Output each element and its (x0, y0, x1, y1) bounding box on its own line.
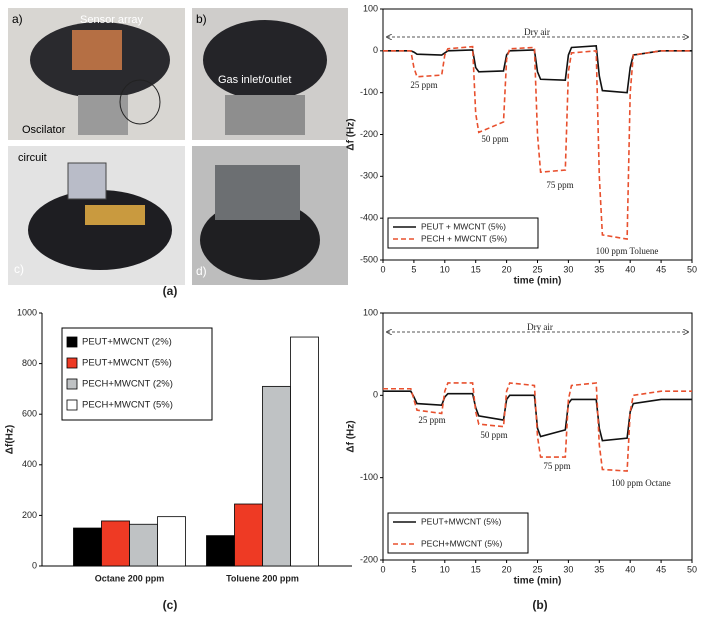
legend-box (387, 512, 529, 554)
photo-a (8, 8, 185, 140)
panel-label: (b) (532, 598, 547, 612)
y-tick-label: 800 (22, 358, 37, 368)
annotation: 50 ppm (481, 134, 508, 144)
photo-c (8, 146, 185, 285)
x-tick-label: 0 (380, 564, 385, 574)
bar (234, 503, 263, 567)
y-tick-label: -200 (360, 554, 378, 564)
y-axis-label: Δf (Hz) (346, 420, 357, 452)
x-tick-label: Octane 200 ppm (95, 573, 165, 583)
x-axis-label: time (min) (514, 276, 562, 287)
x-tick-label: 5 (411, 564, 416, 574)
bar (262, 385, 291, 567)
legend-label: PECH + MWCNT (5%) (421, 233, 507, 243)
x-tick-label: 20 (502, 264, 512, 274)
photo-label: a) (12, 12, 23, 26)
y-axis-label: Δf (Hz) (346, 118, 357, 150)
legend-box (61, 327, 213, 421)
x-tick-label: 15 (471, 264, 481, 274)
y-tick-label: 0 (373, 45, 378, 55)
annotation: 100 ppm Octane (611, 478, 670, 488)
panel-label: (c) (163, 598, 178, 612)
x-tick-label: 0 (380, 264, 385, 274)
legend-box (387, 217, 539, 249)
x-tick-label: 25 (532, 564, 542, 574)
photo-b (192, 8, 348, 140)
bar (290, 336, 319, 567)
photo-label: d) (196, 264, 207, 278)
legend-label: PECH+MWCNT (5%) (82, 400, 173, 411)
y-tick-label: 600 (22, 409, 37, 419)
y-tick-label: 0 (32, 560, 37, 570)
x-tick-label: 25 (532, 264, 542, 274)
photo-annotation: Oscilator (22, 124, 66, 136)
annotation: 50 ppm (480, 430, 507, 440)
y-tick-label: 0 (373, 390, 378, 400)
x-tick-label: 35 (594, 264, 604, 274)
y-tick-label: 1000 (17, 307, 37, 317)
x-tick-label: 50 (687, 264, 697, 274)
y-tick-label: -300 (360, 171, 378, 181)
x-tick-label: 50 (687, 564, 697, 574)
y-axis-label: Δf(Hz) (5, 425, 16, 454)
photo-label: c) (14, 262, 24, 276)
y-tick-label: 200 (22, 510, 37, 520)
y-tick-label: 100 (363, 3, 378, 13)
legend-swatch (66, 336, 78, 348)
annotation: 75 ppm (546, 180, 573, 190)
bar (101, 520, 130, 567)
bar (73, 527, 102, 567)
line-series (383, 45, 692, 241)
y-tick-label: -200 (360, 129, 378, 139)
x-tick-label: 40 (625, 564, 635, 574)
legend-label: PEUT+MWCNT (5%) (421, 516, 502, 526)
photo-d (192, 146, 348, 285)
annotation: 25 ppm (410, 80, 437, 90)
legend-swatch (66, 378, 78, 390)
x-tick-label: 40 (625, 264, 635, 274)
photo-annotation: Gas inlet/outlet (218, 74, 291, 86)
legend-label: PEUT+MWCNT (2%) (82, 337, 172, 348)
y-tick-label: -400 (360, 213, 378, 223)
bar (206, 535, 235, 567)
annotation: Dry air (524, 27, 550, 37)
annotation: 100 ppm Toluene (596, 246, 659, 256)
photo-label: b) (196, 12, 207, 26)
legend-swatch (66, 357, 78, 369)
annotation: 25 ppm (418, 415, 445, 425)
panel-label: (a) (163, 284, 178, 298)
photo-annotation: circuit (18, 152, 47, 164)
x-tick-label: 15 (471, 564, 481, 574)
photo-annotation: Sensor array (80, 14, 143, 26)
line-series (383, 382, 692, 472)
legend-label: PECH+MWCNT (2%) (82, 379, 173, 390)
bar (129, 523, 158, 567)
x-tick-label: Toluene 200 ppm (226, 573, 299, 583)
x-tick-label: 5 (411, 264, 416, 274)
legend-swatch (66, 399, 78, 411)
x-axis-label: time (min) (514, 576, 562, 587)
annotation: 75 ppm (543, 461, 570, 471)
x-tick-label: 10 (440, 264, 450, 274)
x-tick-label: 45 (656, 564, 666, 574)
x-tick-label: 30 (563, 264, 573, 274)
x-tick-label: 45 (656, 264, 666, 274)
annotation: Dry air (527, 322, 553, 332)
x-tick-label: 20 (502, 564, 512, 574)
legend-label: PEUT + MWCNT (5%) (421, 221, 506, 231)
legend-label: PEUT+MWCNT (5%) (82, 358, 172, 369)
y-tick-label: 100 (363, 307, 378, 317)
x-tick-label: 10 (440, 564, 450, 574)
y-tick-label: -100 (360, 87, 378, 97)
x-tick-label: 30 (563, 564, 573, 574)
y-tick-label: -100 (360, 472, 378, 482)
bar (157, 516, 186, 567)
x-tick-label: 35 (594, 564, 604, 574)
y-tick-label: 400 (22, 459, 37, 469)
legend-label: PECH+MWCNT (5%) (421, 538, 502, 548)
y-tick-label: -500 (360, 254, 378, 264)
